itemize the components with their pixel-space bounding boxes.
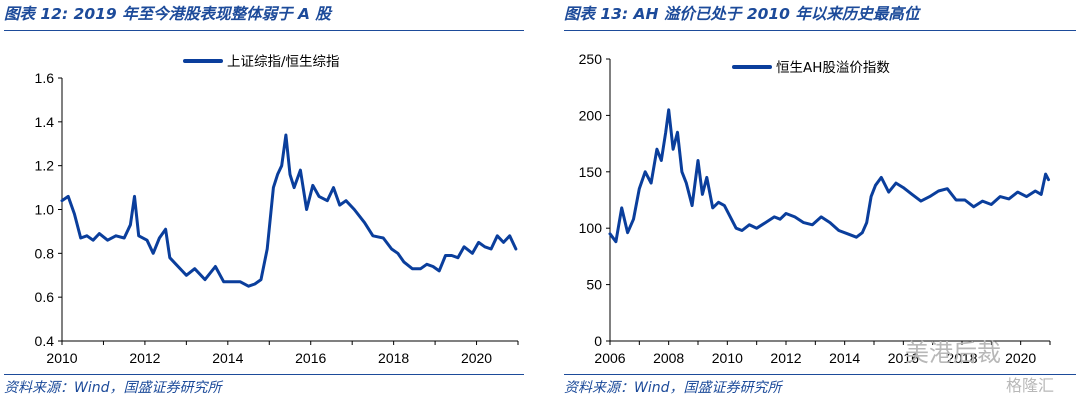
right-x-tick-label: 2010 (712, 350, 743, 366)
left-y-tick-label: 0.6 (35, 289, 55, 305)
watermark-sub-text: 格隆汇 (1006, 376, 1055, 395)
right-legend-label: 恒生AH股溢价指数 (776, 60, 890, 76)
left-x-tick-label: 2014 (212, 350, 243, 366)
left-y-tick-label: 0.8 (35, 245, 55, 261)
left-chart-panel: 图表 12: 2019 年至今港股表现整体弱于 A 股 0.4 0.6 0.8 1.0… (0, 0, 528, 400)
left-source-note: 资料来源：Wind，国盛证券研究所 (4, 380, 222, 396)
right-chart-title: 图表 13: AH 溢价已处于 2010 年以来历史最高位 (564, 5, 920, 23)
right-title-rule (564, 30, 1076, 31)
right-y-tick-label: 50 (586, 277, 602, 293)
left-y-tick-label: 1.4 (35, 114, 55, 130)
left-line-chart: 0.4 0.6 0.8 1.0 1.2 1.4 1.6 2010 2012 2014 2016 201… (35, 54, 519, 366)
right-x-tick-label: 2008 (653, 350, 684, 366)
right-source-rule (564, 374, 1076, 375)
right-line-chart: 0 50 100 150 200 250 2006 2008 2010 2012 2014 2016 2… (579, 51, 1051, 366)
left-x-tick-label: 2018 (378, 350, 409, 366)
right-y-tick-label: 150 (579, 164, 603, 180)
left-x-tick-label: 2010 (46, 350, 77, 366)
left-chart-title: 图表 12: 2019 年至今港股表现整体弱于 A 股 (4, 5, 331, 23)
right-x-tick-label: 2016 (888, 350, 919, 366)
right-x-tick-label: 2006 (594, 350, 625, 366)
left-y-tick-label: 1.0 (35, 202, 55, 218)
left-y-tick-label: 1.2 (35, 158, 55, 174)
watermark-text: 美港后裁 (905, 339, 1001, 367)
right-series-line (608, 108, 1050, 244)
right-y-tick-label: 100 (579, 220, 603, 236)
right-y-tick-label: 0 (594, 333, 602, 349)
left-title-rule (4, 30, 524, 31)
left-x-tick-label: 2012 (129, 350, 160, 366)
left-y-tick-label: 1.6 (35, 70, 55, 86)
left-legend-label: 上证综指/恒生综指 (227, 54, 340, 70)
right-source-note: 资料来源：Wind，国盛证券研究所 (564, 380, 782, 396)
right-x-tick-label: 2018 (946, 350, 977, 366)
left-source-rule (4, 374, 524, 375)
right-y-tick-label: 250 (579, 51, 603, 67)
right-chart-panel: 图表 13: AH 溢价已处于 2010 年以来历史最高位 0 50 100 150 2… (560, 0, 1080, 400)
left-y-tick-label: 0.4 (35, 333, 55, 349)
right-y-tick-label: 200 (579, 107, 603, 123)
left-series-line (60, 133, 518, 288)
right-x-tick-label: 2014 (829, 350, 860, 366)
left-x-tick-label: 2020 (461, 350, 492, 366)
left-x-tick-label: 2016 (295, 350, 326, 366)
right-x-tick-label: 2020 (1005, 350, 1036, 366)
right-x-tick-label: 2012 (770, 350, 801, 366)
